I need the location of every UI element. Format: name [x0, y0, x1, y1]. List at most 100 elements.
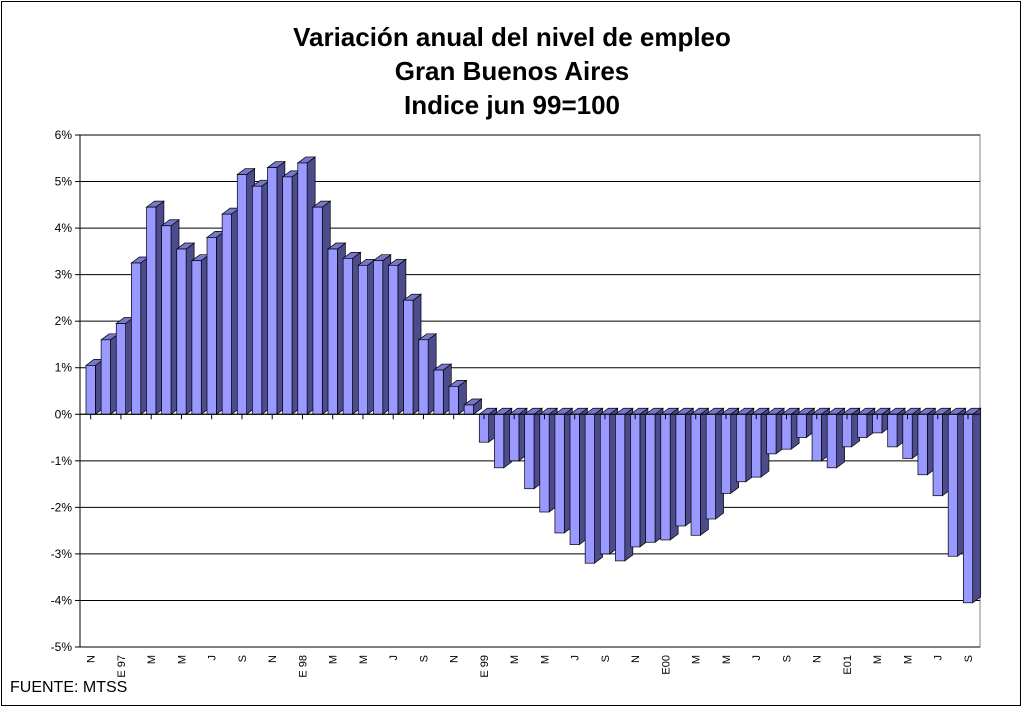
bar — [342, 251, 362, 415]
bar-front — [100, 339, 111, 415]
y-tick-label: 6% — [55, 128, 73, 142]
y-tick-label: -1% — [51, 454, 73, 468]
x-tick-label: N — [86, 655, 98, 663]
x-tick-label: J — [933, 655, 945, 661]
x-tick-label: M — [176, 655, 188, 664]
bar — [947, 407, 967, 557]
x-tick-label: M — [902, 655, 914, 664]
bar-front — [615, 413, 626, 562]
y-tick-label: 5% — [55, 175, 73, 189]
bar-front — [599, 413, 611, 555]
bar — [553, 407, 574, 534]
bar-front — [161, 225, 172, 415]
bar — [175, 242, 196, 415]
bar-front — [675, 413, 686, 527]
bar — [432, 363, 453, 415]
bar — [190, 253, 211, 415]
bar-front — [554, 413, 565, 534]
bar-front — [282, 176, 293, 415]
bar — [538, 407, 559, 513]
x-tick-label: M — [691, 655, 703, 664]
bar-front — [857, 413, 868, 438]
x-tick-label: E 97 — [116, 655, 128, 678]
y-tick-label: -3% — [51, 547, 73, 561]
bar-front — [191, 260, 202, 415]
bar-front — [766, 413, 777, 455]
bar — [720, 407, 740, 495]
bar — [568, 407, 589, 546]
bar — [584, 407, 604, 564]
bar-front — [312, 206, 323, 415]
bar-front — [539, 413, 550, 513]
bar — [826, 407, 846, 469]
bar — [130, 256, 150, 415]
bar-front — [115, 323, 126, 415]
x-tick-label: N — [630, 655, 642, 663]
bar-front — [297, 162, 308, 415]
bar-front — [206, 237, 217, 415]
y-tick-label: 0% — [55, 407, 73, 421]
bar — [100, 333, 120, 415]
bar-front — [176, 248, 187, 415]
bar-front — [85, 365, 96, 415]
x-tick-label: S — [600, 655, 612, 662]
bar — [311, 200, 332, 415]
x-tick-label: M — [539, 655, 551, 664]
bar — [659, 407, 680, 541]
bar — [629, 407, 649, 548]
bar — [296, 156, 317, 415]
bar — [221, 207, 241, 415]
bar-front — [131, 262, 142, 415]
x-tick-label: S — [781, 655, 793, 662]
bar — [644, 407, 665, 543]
bar-front — [705, 413, 716, 520]
chart-title-line-1: Variación anual del nivel de empleo — [293, 22, 731, 52]
bar-front — [373, 260, 384, 415]
bar-front — [463, 404, 474, 415]
bar-front — [327, 248, 338, 415]
bar-front — [796, 413, 807, 438]
bar — [478, 407, 498, 443]
y-tick-label: 2% — [55, 314, 73, 328]
x-tick-label: J — [751, 655, 763, 661]
bar-front — [932, 413, 943, 497]
bar-front — [781, 413, 792, 450]
bar-front — [236, 174, 247, 415]
y-tick-label: -2% — [51, 500, 73, 514]
x-tick-label: J — [388, 655, 400, 661]
bar-front — [902, 413, 913, 459]
bar-front — [433, 369, 444, 415]
x-tick-labels: N E 97 M M J S N E 98 M M J S N E 99 M M J S N E00 M M J S N E01 M… — [86, 414, 975, 678]
bar — [795, 407, 816, 439]
bar — [765, 407, 786, 455]
bar — [326, 242, 347, 415]
x-tick-label: M — [146, 655, 158, 664]
x-tick-label: N — [812, 655, 824, 663]
x-tick-label: M — [872, 655, 884, 664]
bar — [871, 407, 891, 434]
x-tick-label: N — [449, 655, 461, 663]
bar — [689, 407, 710, 536]
bar — [856, 407, 876, 439]
x-tick-label: S — [237, 655, 249, 662]
bar — [614, 407, 634, 562]
x-tick-label: S — [963, 655, 975, 662]
bar — [251, 179, 271, 415]
y-tick-label: 1% — [55, 361, 73, 375]
bar-front — [826, 413, 837, 469]
bar-front — [509, 413, 520, 462]
x-tick-label: E 98 — [297, 655, 309, 678]
bar-front — [736, 413, 747, 483]
bar — [750, 407, 770, 478]
x-tick-label: E00 — [660, 655, 672, 675]
x-tick-label: J — [570, 655, 582, 661]
bar — [599, 407, 619, 555]
bar — [811, 407, 831, 462]
bar — [523, 407, 544, 490]
chart-title-line-2: Gran Buenos Aires — [394, 56, 630, 86]
bar-front — [690, 413, 701, 536]
bar — [266, 160, 286, 415]
bar — [674, 407, 695, 527]
